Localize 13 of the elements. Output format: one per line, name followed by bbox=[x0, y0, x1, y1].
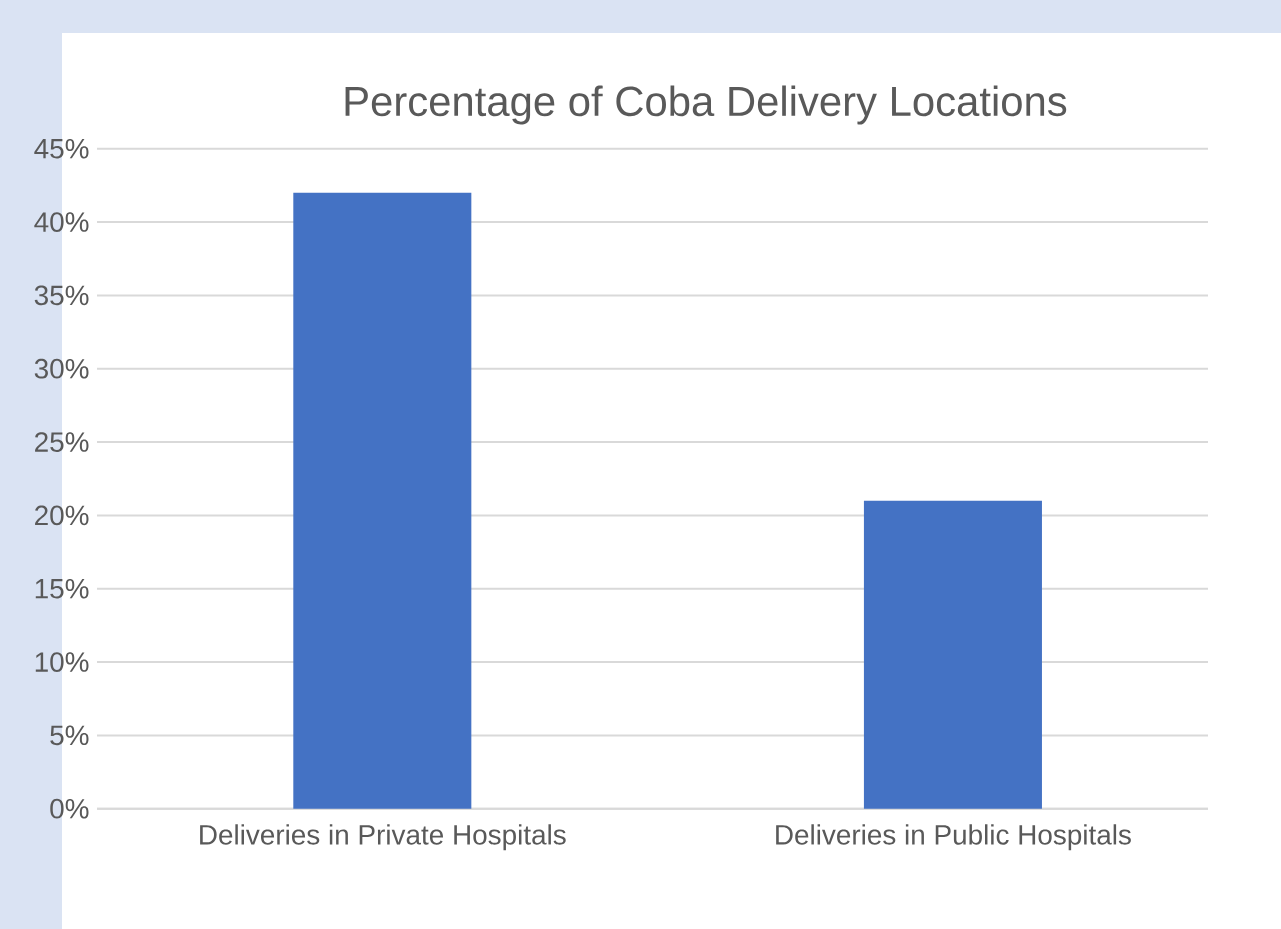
y-tick-label: 5% bbox=[50, 725, 89, 746]
y-tick-label: 15% bbox=[35, 578, 89, 599]
y-tick-label: 30% bbox=[34, 358, 89, 379]
y-tick-label: 35% bbox=[34, 285, 89, 306]
x-tick-label: Deliveries in Public Hospitals bbox=[776, 824, 1131, 851]
y-tick-label: 25% bbox=[35, 432, 89, 452]
chart-title: Percentage of Coba Delivery Locations bbox=[345, 85, 1067, 125]
y-tick-label: 10% bbox=[35, 652, 89, 672]
y-tick-label: 45% bbox=[34, 138, 89, 159]
y-tick-label: 20% bbox=[35, 505, 89, 526]
y-tick-label: 0% bbox=[50, 798, 89, 819]
y-tick-label: 40% bbox=[34, 212, 89, 232]
x-tick-label: Deliveries in Private Hospitals bbox=[200, 824, 566, 851]
